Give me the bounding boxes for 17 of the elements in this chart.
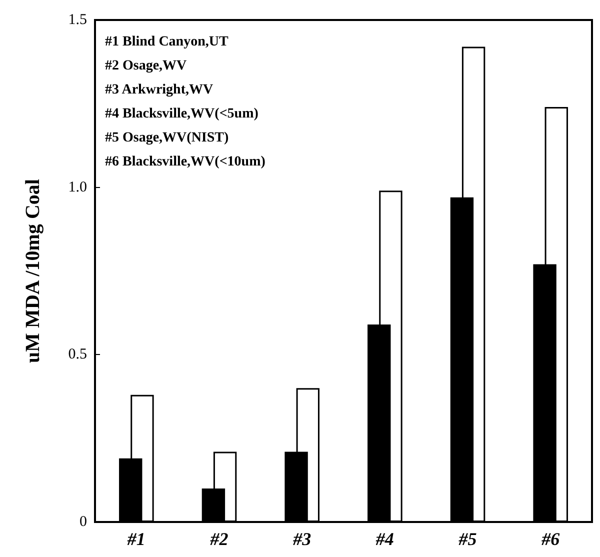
annotation: #5 Osage,WV(NIST) [105, 130, 230, 146]
annotation: #1 Blind Canyon,UT [105, 34, 229, 50]
annotation: #4 Blacksville,WV(<5um) [105, 106, 259, 122]
annotation: #2 Osage,WV [105, 58, 187, 74]
annotation: #3 Arkwright,WV [105, 82, 214, 98]
y-tick-label: 1.0 [68, 179, 87, 196]
x-tick-label: #6 [540, 529, 560, 549]
y-tick-label: 1.5 [68, 12, 87, 28]
x-tick-label: #4 [374, 529, 394, 549]
annotation: #6 Blacksville,WV(<10um) [105, 154, 266, 170]
x-tick-label: #3 [292, 529, 312, 549]
y-tick-label: 0.5 [68, 346, 87, 363]
x-tick-label: #1 [126, 529, 146, 549]
x-tick-label: #2 [209, 529, 228, 549]
x-tick-label: #5 [458, 529, 477, 549]
y-axis-title: uM MDA /10mg Coal [22, 178, 44, 363]
y-tick-label: 0 [80, 514, 87, 530]
